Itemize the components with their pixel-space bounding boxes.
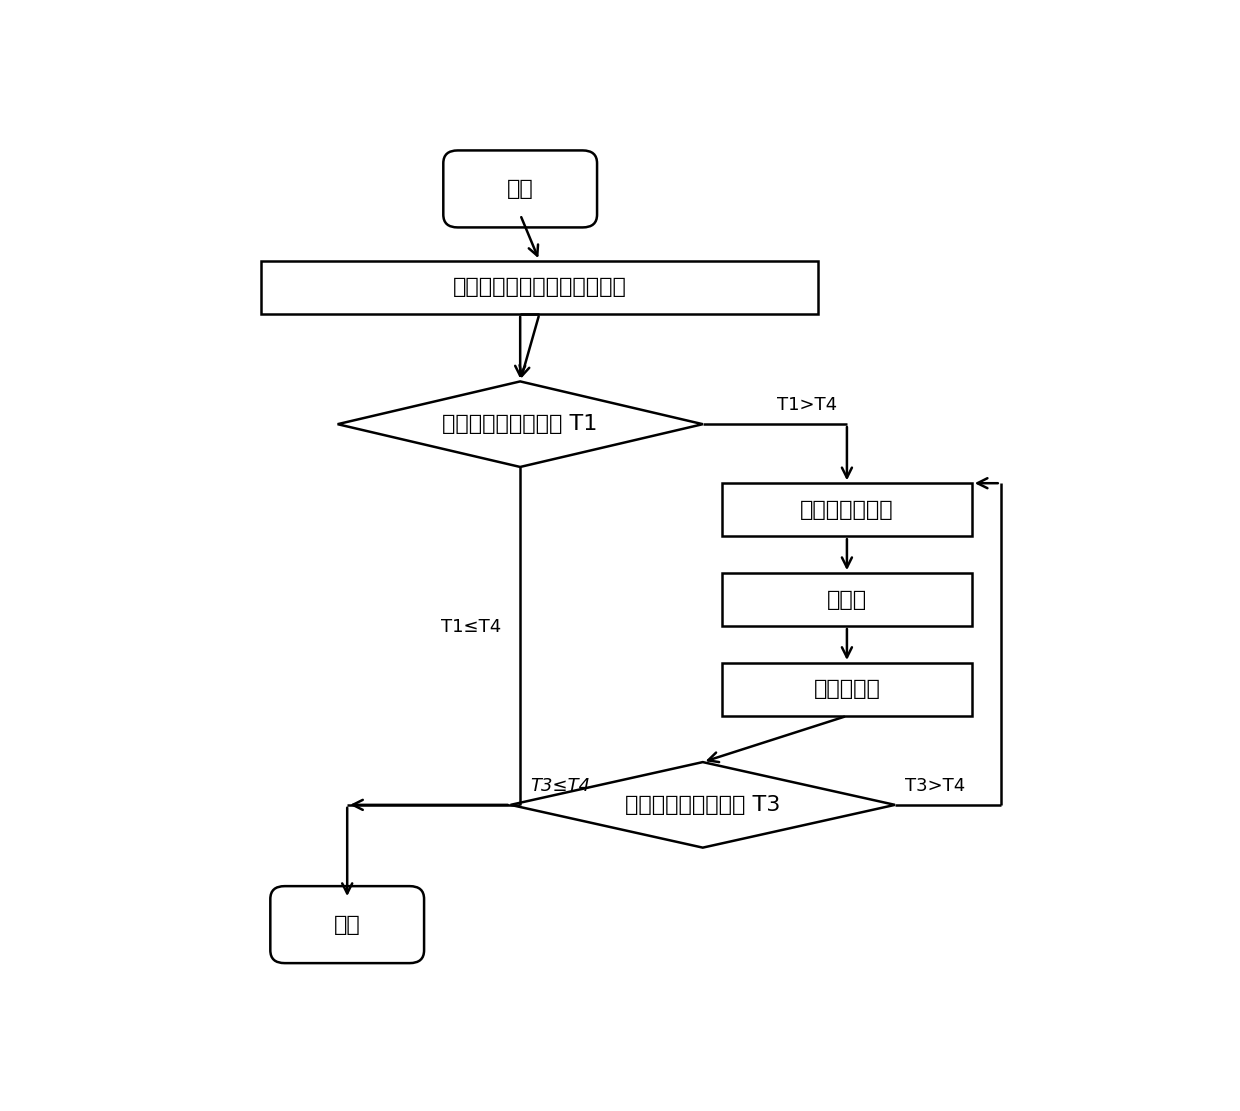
- Text: 铝合金热锻件成品冷却至室温: 铝合金热锻件成品冷却至室温: [453, 278, 626, 298]
- Polygon shape: [337, 381, 703, 467]
- Text: 抽样检测粗晶层深度 T1: 抽样检测粗晶层深度 T1: [443, 414, 598, 434]
- Text: 冷精整: 冷精整: [827, 590, 867, 610]
- Text: T3≤T4: T3≤T4: [529, 777, 590, 794]
- Text: 抽样检测粗晶层深度 T3: 抽样检测粗晶层深度 T3: [625, 794, 780, 814]
- Text: T1>T4: T1>T4: [777, 396, 837, 414]
- Text: T3>T4: T3>T4: [905, 777, 965, 794]
- FancyBboxPatch shape: [270, 887, 424, 963]
- FancyBboxPatch shape: [722, 663, 972, 715]
- Text: 开始: 开始: [507, 179, 533, 199]
- FancyBboxPatch shape: [444, 150, 596, 228]
- FancyBboxPatch shape: [722, 483, 972, 537]
- Polygon shape: [511, 762, 895, 848]
- Text: 结束: 结束: [334, 914, 361, 934]
- Text: T1≤T4: T1≤T4: [440, 619, 501, 637]
- FancyBboxPatch shape: [260, 261, 818, 313]
- Text: 局部冷塑性变形: 局部冷塑性变形: [800, 500, 894, 520]
- FancyBboxPatch shape: [722, 573, 972, 627]
- Text: 再结晶退火: 再结晶退火: [813, 679, 880, 700]
